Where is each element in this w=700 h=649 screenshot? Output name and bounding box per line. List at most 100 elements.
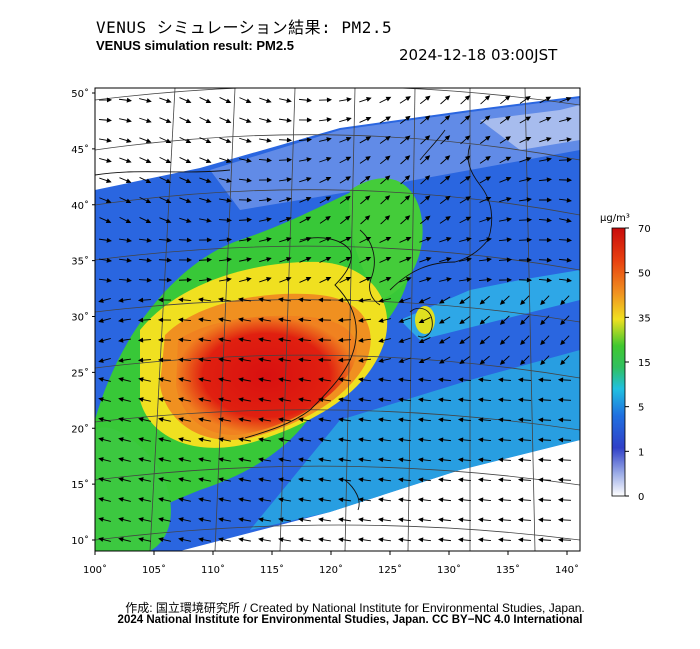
wind-arrow-head bbox=[317, 297, 324, 303]
wind-arrow-head bbox=[405, 256, 412, 262]
wind-arrow-head bbox=[457, 537, 464, 543]
wind-arrow-head bbox=[278, 537, 284, 543]
wind-arrow-head bbox=[218, 437, 224, 443]
wind-arrow-head bbox=[358, 297, 364, 303]
wind-arrow-head bbox=[438, 377, 444, 383]
wind-arrow-head bbox=[157, 317, 164, 323]
wind-arrow-head bbox=[438, 537, 444, 543]
wind-arrow-head bbox=[137, 297, 144, 303]
wind-arrow-head bbox=[479, 339, 486, 345]
wind-arrow-head bbox=[517, 457, 524, 463]
wind-arrow-head bbox=[537, 537, 544, 543]
wind-arrow-head bbox=[98, 397, 104, 402]
wind-arrow-head bbox=[126, 237, 132, 243]
wind-arrow-head bbox=[158, 437, 164, 442]
wind-arrow-head bbox=[338, 397, 344, 403]
wind-arrow-head bbox=[145, 218, 152, 224]
wind-arrow-head bbox=[497, 397, 504, 403]
wind-arrow-head bbox=[258, 477, 264, 483]
wind-arrow-head bbox=[258, 437, 264, 443]
wind-arrow-head bbox=[185, 158, 192, 164]
wind-arrow-head bbox=[298, 377, 304, 383]
wind-arrow-head bbox=[457, 437, 464, 443]
lon-tick-label: 135˚ bbox=[496, 564, 520, 576]
wind-arrow-head bbox=[337, 297, 344, 303]
wind-arrow-head bbox=[98, 457, 104, 462]
wind-arrow-head bbox=[318, 517, 324, 523]
wind-arrow-head bbox=[98, 537, 104, 542]
wind-arrow-head bbox=[485, 156, 491, 161]
wind-arrow-head bbox=[258, 297, 264, 303]
wind-arrow-head bbox=[465, 216, 472, 222]
wind-arrow-head bbox=[258, 417, 264, 423]
wind-arrow-head bbox=[118, 437, 124, 442]
wind-arrow-head bbox=[418, 377, 424, 383]
wind-arrow-head bbox=[218, 317, 224, 323]
wind-arrow-head bbox=[185, 178, 192, 184]
wind-arrow-head bbox=[506, 197, 512, 202]
wind-arrow-head bbox=[198, 537, 204, 543]
wind-arrow-head bbox=[425, 236, 432, 242]
wind-arrow-head bbox=[398, 298, 404, 303]
wind-arrow-head bbox=[118, 357, 124, 363]
wind-arrow-head bbox=[218, 417, 224, 423]
wind-arrow-head bbox=[258, 397, 264, 403]
coastlines bbox=[95, 129, 493, 511]
wind-arrow-head bbox=[198, 377, 204, 383]
wind-arrow-head bbox=[186, 218, 192, 223]
wind-arrow-head bbox=[165, 138, 172, 144]
wind-arrow-head bbox=[506, 257, 513, 263]
wind-arrow-head bbox=[464, 95, 471, 101]
wind-arrow-head bbox=[365, 116, 372, 122]
wind-arrow-head bbox=[385, 276, 392, 282]
wind-arrow-head bbox=[238, 517, 244, 523]
wind-arrow-head bbox=[198, 457, 204, 463]
wind-arrow-head bbox=[477, 517, 484, 523]
wind-arrow-head bbox=[198, 517, 204, 523]
wind-arrow-head bbox=[540, 339, 546, 346]
wind-arrow-head bbox=[298, 497, 304, 503]
wind-arrow-head bbox=[398, 457, 404, 463]
wind-arrow-head bbox=[566, 218, 572, 223]
wind-arrow-head bbox=[325, 256, 332, 262]
wind-arrow-head bbox=[246, 197, 253, 203]
wind-arrow-head bbox=[178, 477, 184, 482]
wind-arrow-head bbox=[497, 517, 504, 523]
wind-arrow-head bbox=[266, 277, 272, 282]
lon-tick-label: 130˚ bbox=[437, 564, 461, 576]
wind-arrow-head bbox=[418, 397, 424, 403]
wind-arrow-head bbox=[258, 317, 264, 323]
wind-arrow-head bbox=[546, 177, 552, 183]
wind-arrow-head bbox=[477, 417, 484, 423]
wind-arrow-head bbox=[525, 96, 531, 101]
wind-arrow-head bbox=[499, 339, 506, 345]
wind-arrow-head bbox=[444, 95, 451, 101]
wind-arrow-head bbox=[438, 358, 445, 364]
wind-arrow-head bbox=[358, 397, 364, 403]
wind-arrow-head bbox=[459, 299, 465, 305]
wind-arrow-head bbox=[118, 377, 124, 382]
wind-arrow-head bbox=[246, 277, 252, 282]
wind-arrow-head bbox=[385, 116, 392, 122]
wind-arrow-head bbox=[198, 337, 204, 343]
wind-arrow-head bbox=[418, 517, 424, 523]
wind-arrow-head bbox=[177, 337, 184, 343]
wind-arrow-head bbox=[238, 317, 244, 323]
wind-arrow-head bbox=[459, 339, 465, 345]
lat-tick-label: 25˚ bbox=[71, 367, 89, 379]
wind-arrow-head bbox=[466, 257, 472, 262]
wind-arrow-head bbox=[165, 218, 172, 224]
wind-arrow-head bbox=[298, 337, 304, 343]
wind-arrow-head bbox=[446, 277, 452, 282]
wind-arrow-head bbox=[318, 377, 324, 383]
wind-arrow-head bbox=[298, 317, 304, 323]
wind-arrow-head bbox=[118, 457, 124, 462]
wind-arrow-head bbox=[166, 98, 172, 103]
wind-arrow-head bbox=[465, 196, 471, 202]
wind-arrow-head bbox=[398, 377, 404, 383]
wind-arrow-head bbox=[459, 359, 465, 365]
wind-vectors bbox=[98, 95, 573, 543]
wind-arrow-head bbox=[198, 317, 204, 323]
wind-arrow-head bbox=[479, 359, 486, 365]
wind-arrow-head bbox=[384, 175, 391, 181]
